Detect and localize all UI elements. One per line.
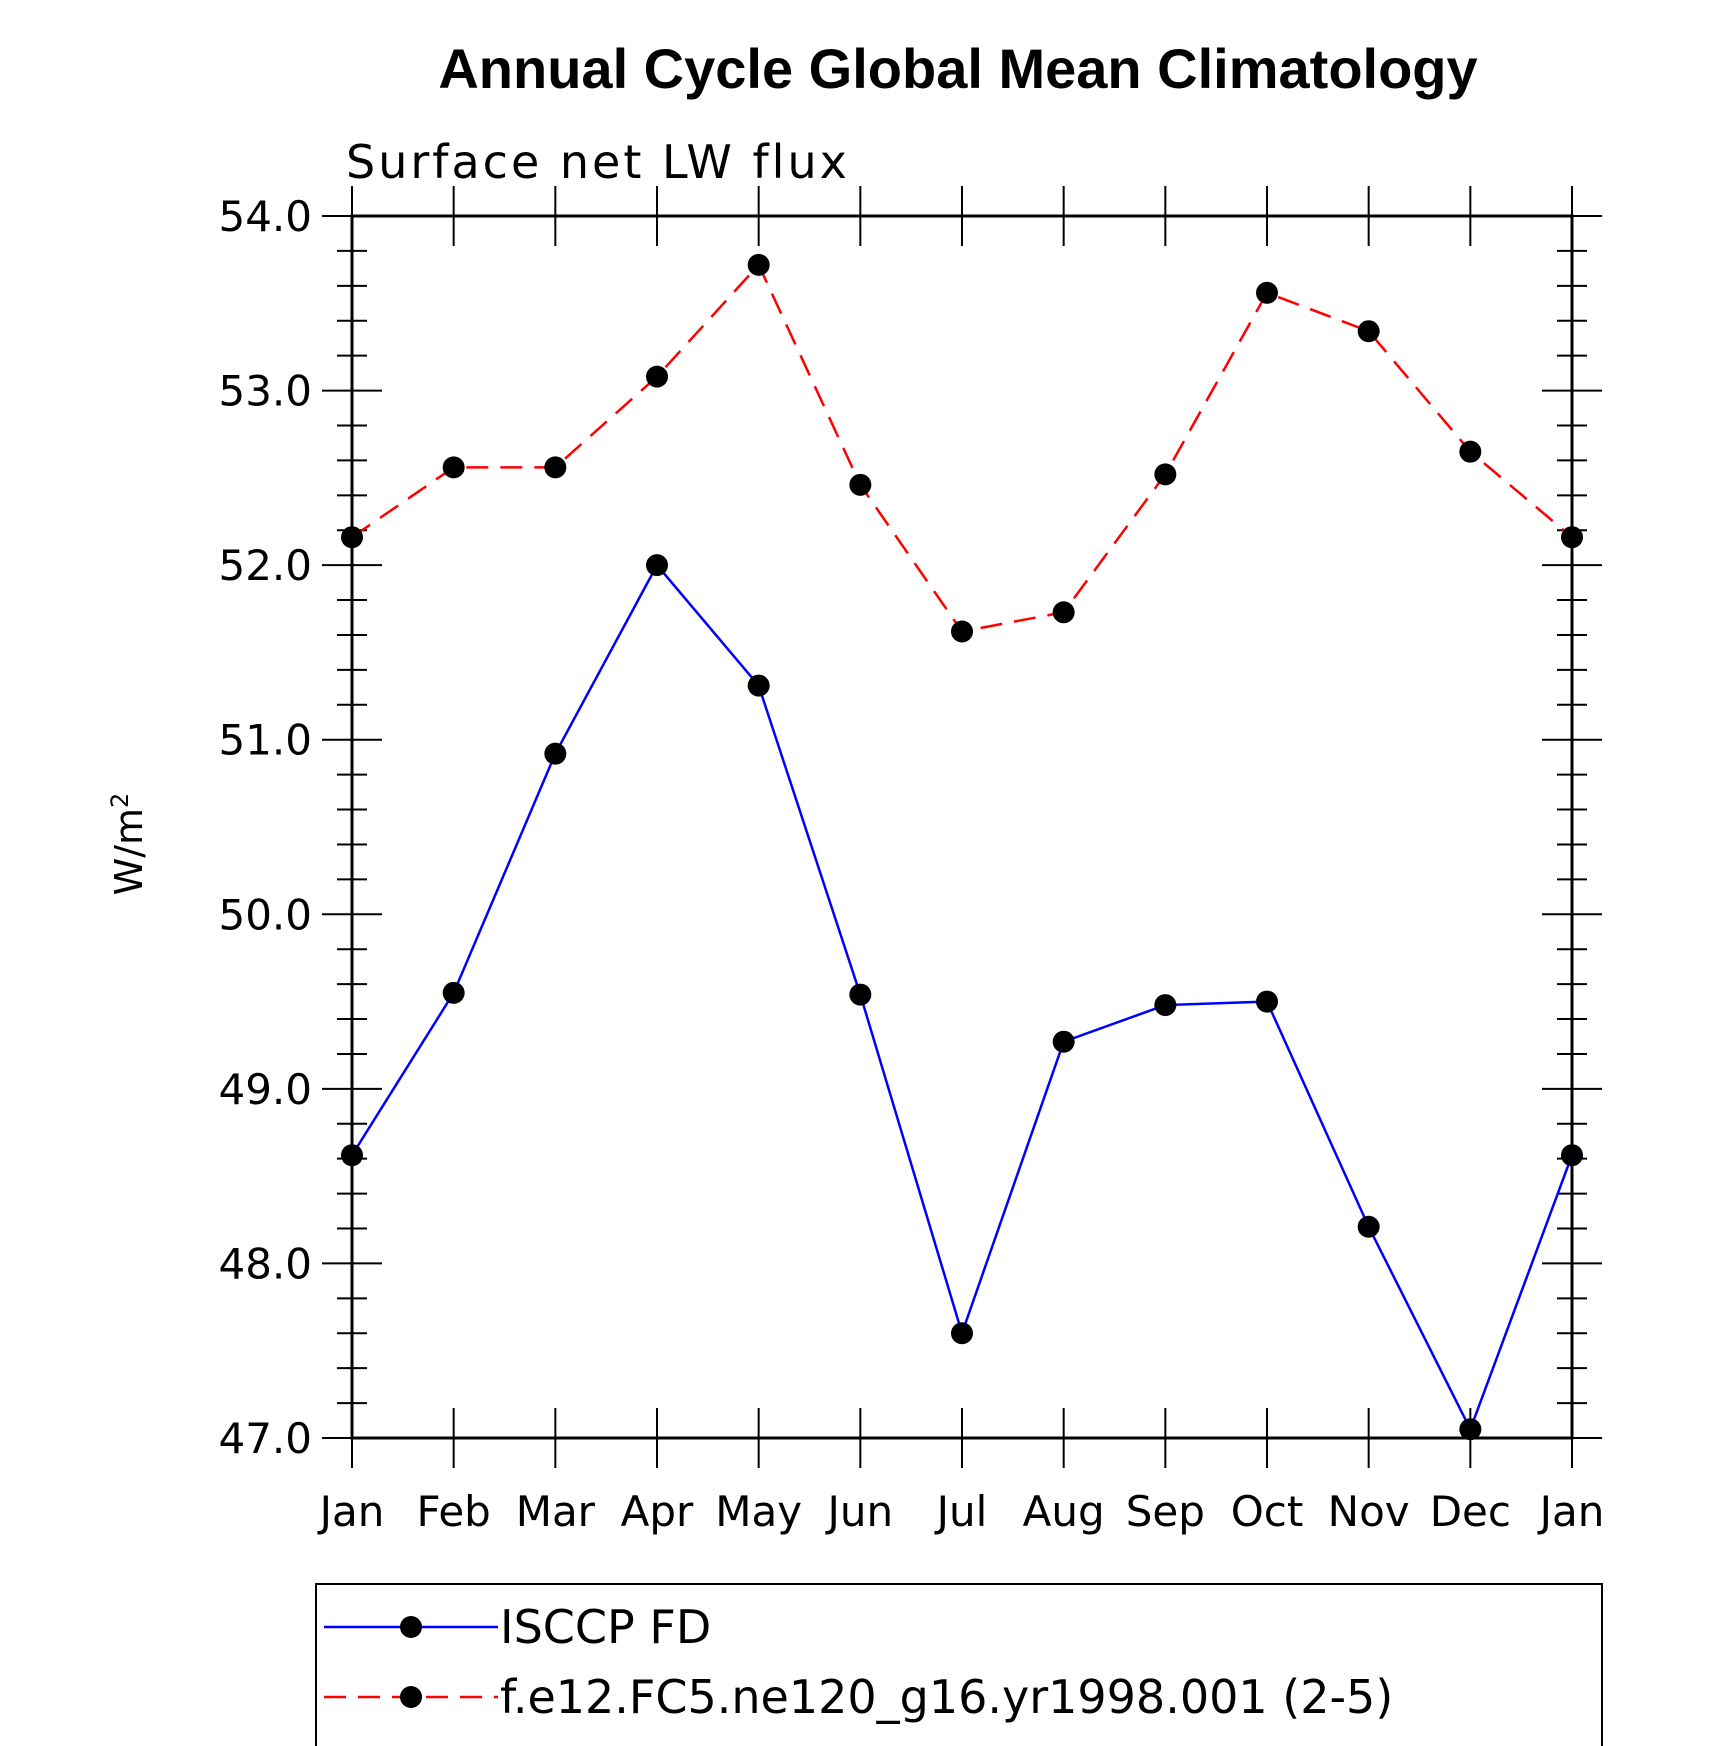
series-0-point <box>544 742 567 765</box>
y-tick-labels: 47.0 48.0 49.0 50.0 51.0 52.0 53.0 54.0 <box>218 192 312 1463</box>
x-tick-label: Oct <box>1231 1487 1304 1536</box>
series-1-point <box>544 456 567 479</box>
series-1-point <box>1256 281 1278 304</box>
y-tick-label: 50.0 <box>218 890 312 939</box>
y-axis-label: W/m2 <box>106 793 151 896</box>
series-line-0 <box>350 562 1574 1433</box>
axis-ticks <box>322 186 1602 1468</box>
series-1-point <box>1561 526 1583 549</box>
series-0-point <box>442 981 465 1004</box>
series-1-point <box>747 253 770 276</box>
series-0-point <box>747 674 770 697</box>
x-tick-label: Feb <box>416 1487 490 1536</box>
y-tick-label: 53.0 <box>218 367 312 416</box>
series-0-point <box>849 983 872 1006</box>
plot-frame <box>350 214 1574 1440</box>
series-1-point <box>1052 601 1075 624</box>
series-1-point <box>341 526 363 549</box>
series-1-point <box>442 456 465 479</box>
x-tick-label: Jul <box>934 1487 988 1536</box>
series-0-point <box>341 1144 363 1167</box>
series-0-point <box>1052 1030 1075 1053</box>
series-0-point <box>1256 990 1278 1013</box>
legend: ISCCP FD f.e12.FC5.ne120_g16.yr1998.001 … <box>315 1583 1603 1746</box>
x-tick-label: Mar <box>516 1487 596 1536</box>
svg-text:W/m2: W/m2 <box>106 793 151 896</box>
series-1-point <box>849 473 872 496</box>
legend-marker-isccp <box>400 1616 422 1638</box>
x-tick-label: Nov <box>1328 1487 1410 1536</box>
y-axis-label-text: W/m <box>107 808 151 895</box>
x-tick-label: Jun <box>825 1487 894 1536</box>
series-layer <box>341 253 1583 1441</box>
x-tick-label: Apr <box>621 1487 694 1536</box>
y-tick-label: 52.0 <box>218 541 312 590</box>
y-tick-label: 54.0 <box>218 192 312 241</box>
x-tick-label: Dec <box>1430 1487 1511 1536</box>
series-1-point <box>1154 463 1177 486</box>
series-0-point <box>1357 1215 1380 1238</box>
series-1-point <box>1357 320 1380 343</box>
x-tick-label: Sep <box>1126 1487 1205 1536</box>
series-1-point <box>646 365 668 388</box>
series-1-point <box>1459 440 1482 463</box>
y-axis-label-superscript: 2 <box>106 793 134 808</box>
legend-label-isccp: ISCCP FD <box>500 1600 711 1654</box>
legend-label-model: f.e12.FC5.ne120_g16.yr1998.001 (2-5) <box>500 1670 1393 1724</box>
y-tick-label: 48.0 <box>218 1239 312 1288</box>
y-tick-label: 49.0 <box>218 1065 312 1114</box>
series-0-point <box>951 1322 973 1345</box>
x-tick-labels: Jan Feb Mar Apr May Jun Jul Aug Sep Oct Nov Dec Jan <box>317 1487 1605 1536</box>
series-0-point <box>1154 994 1177 1017</box>
series-1-point <box>951 620 973 643</box>
chart-title: Annual Cycle Global Mean Climatology <box>438 37 1477 100</box>
series-0-point <box>1459 1418 1482 1441</box>
chart-subtitle: Surface net LW flux <box>346 135 850 189</box>
x-tick-label: Aug <box>1023 1487 1105 1536</box>
y-tick-label: 51.0 <box>218 716 312 765</box>
legend-box <box>315 1583 1603 1746</box>
series-0-point <box>1561 1144 1583 1167</box>
series-0-point <box>646 554 668 577</box>
series-line-1 <box>351 262 1573 633</box>
legend-marker-model <box>400 1686 422 1708</box>
x-tick-label: Jan <box>317 1487 385 1536</box>
x-tick-label: May <box>715 1487 802 1536</box>
y-tick-label: 47.0 <box>218 1414 312 1463</box>
x-tick-label: Jan <box>1537 1487 1605 1536</box>
